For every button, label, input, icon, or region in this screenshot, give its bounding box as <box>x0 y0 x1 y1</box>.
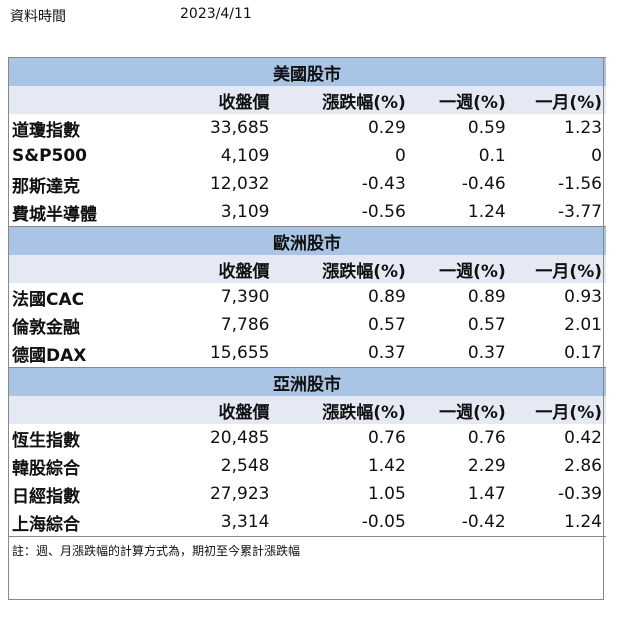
close-value: 3,109 <box>220 202 270 222</box>
week-value: 0.57 <box>467 315 506 335</box>
close-value: 27,923 <box>209 484 270 504</box>
column-header-week: 一週(%) <box>409 396 510 424</box>
change-value: -0.05 <box>361 512 406 532</box>
column-header-change: 漲跌幅(%) <box>273 396 410 424</box>
close-value: 20,485 <box>209 428 270 448</box>
week-value: 0.89 <box>467 287 506 307</box>
close-value: 15,655 <box>209 343 270 363</box>
table-row: 那斯達克 12,032 -0.43 -0.46 -1.56 <box>8 170 606 198</box>
month-value: 0 <box>591 146 602 166</box>
month-value: 0.17 <box>564 343 602 363</box>
column-header-month: 一月(%) <box>509 396 606 424</box>
column-header-close: 收盤價 <box>161 396 274 424</box>
table-row: 道瓊指數 33,685 0.29 0.59 1.23 <box>8 114 606 142</box>
column-header-blank <box>8 396 162 424</box>
table-row: 法國CAC 7,390 0.89 0.89 0.93 <box>8 283 606 311</box>
close-value: 7,786 <box>220 315 270 335</box>
section-title: 美國股市 <box>8 57 606 86</box>
data-time-line: 資料時間 2023/4/11 <box>10 6 252 26</box>
column-header-blank <box>8 255 162 283</box>
month-value: -3.77 <box>558 202 602 222</box>
index-name: 那斯達克 <box>12 176 80 197</box>
section-header-us: 美國股市 <box>8 57 606 86</box>
column-header-change: 漲跌幅(%) <box>273 255 410 283</box>
index-name: 韓股綜合 <box>12 458 80 479</box>
week-value: 1.47 <box>467 484 506 504</box>
change-value: 0.37 <box>367 343 406 363</box>
data-time-value: 2023/4/11 <box>180 6 252 22</box>
column-header-close: 收盤價 <box>161 86 274 114</box>
change-value: 0.57 <box>367 315 406 335</box>
week-value: -0.42 <box>461 512 506 532</box>
close-value: 2,548 <box>220 456 270 476</box>
index-name: 法國CAC <box>12 289 85 310</box>
column-header-month: 一月(%) <box>509 255 606 283</box>
column-header-row: 收盤價 漲跌幅(%) 一週(%) 一月(%) <box>8 255 606 283</box>
column-header-change: 漲跌幅(%) <box>273 86 410 114</box>
change-value: 1.05 <box>367 484 406 504</box>
month-value: 2.01 <box>564 315 602 335</box>
section-header-europe: 歐洲股市 <box>8 226 606 255</box>
change-value: -0.56 <box>361 202 406 222</box>
close-value: 7,390 <box>220 287 270 307</box>
index-name: 倫敦金融 <box>12 317 80 338</box>
section-title: 歐洲股市 <box>8 226 606 255</box>
footnote-row: 註：週、月漲跌幅的計算方式為，期初至今累計漲跌幅 <box>8 536 606 564</box>
index-name: 日經指數 <box>12 486 80 507</box>
column-header-blank <box>8 86 162 114</box>
index-name: 道瓊指數 <box>12 120 80 141</box>
table-row: 恆生指數 20,485 0.76 0.76 0.42 <box>8 424 606 452</box>
section-title: 亞洲股市 <box>8 367 606 396</box>
column-header-month: 一月(%) <box>509 86 606 114</box>
month-value: 2.86 <box>564 456 602 476</box>
index-name: 費城半導體 <box>12 204 97 225</box>
change-value: 0.89 <box>367 287 406 307</box>
close-value: 33,685 <box>209 118 270 138</box>
month-value: 0.93 <box>564 287 602 307</box>
column-header-row: 收盤價 漲跌幅(%) 一週(%) 一月(%) <box>8 396 606 424</box>
table-row: S&P500 4,109 0 0.1 0 <box>8 142 606 170</box>
week-value: -0.46 <box>461 174 506 194</box>
index-name: 恆生指數 <box>12 430 80 451</box>
section-header-asia: 亞洲股市 <box>8 367 606 396</box>
change-value: 0.76 <box>367 428 406 448</box>
index-name: 上海綜合 <box>12 514 80 535</box>
column-header-close: 收盤價 <box>161 255 274 283</box>
week-value: 0.1 <box>478 146 506 166</box>
index-name: S&P500 <box>12 146 88 166</box>
week-value: 1.24 <box>467 202 506 222</box>
column-header-row: 收盤價 漲跌幅(%) 一週(%) 一月(%) <box>8 86 606 114</box>
month-value: -1.56 <box>558 174 602 194</box>
change-value: 0.29 <box>367 118 406 138</box>
month-value: 0.42 <box>564 428 602 448</box>
week-value: 0.59 <box>467 118 506 138</box>
table-row: 費城半導體 3,109 -0.56 1.24 -3.77 <box>8 198 606 227</box>
table-row: 日經指數 27,923 1.05 1.47 -0.39 <box>8 480 606 508</box>
table-row: 韓股綜合 2,548 1.42 2.29 2.86 <box>8 452 606 480</box>
market-table: 美國股市 收盤價 漲跌幅(%) 一週(%) 一月(%) 道瓊指數 33,685 … <box>8 57 606 564</box>
table-row: 德國DAX 15,655 0.37 0.37 0.17 <box>8 339 606 368</box>
footnote: 註：週、月漲跌幅的計算方式為，期初至今累計漲跌幅 <box>8 536 606 564</box>
close-value: 4,109 <box>220 146 270 166</box>
column-header-week: 一週(%) <box>409 86 510 114</box>
month-value: 1.24 <box>564 512 602 532</box>
change-value: -0.43 <box>361 174 406 194</box>
change-value: 1.42 <box>367 456 406 476</box>
month-value: -0.39 <box>558 484 602 504</box>
table-row: 倫敦金融 7,786 0.57 0.57 2.01 <box>8 311 606 339</box>
month-value: 1.23 <box>564 118 602 138</box>
week-value: 2.29 <box>467 456 506 476</box>
change-value: 0 <box>394 146 406 166</box>
data-time-label: 資料時間 <box>10 9 66 25</box>
table-row: 上海綜合 3,314 -0.05 -0.42 1.24 <box>8 508 606 537</box>
index-name: 德國DAX <box>12 345 87 366</box>
week-value: 0.37 <box>467 343 506 363</box>
close-value: 3,314 <box>220 512 270 532</box>
column-header-week: 一週(%) <box>409 255 510 283</box>
close-value: 12,032 <box>209 174 270 194</box>
week-value: 0.76 <box>467 428 506 448</box>
